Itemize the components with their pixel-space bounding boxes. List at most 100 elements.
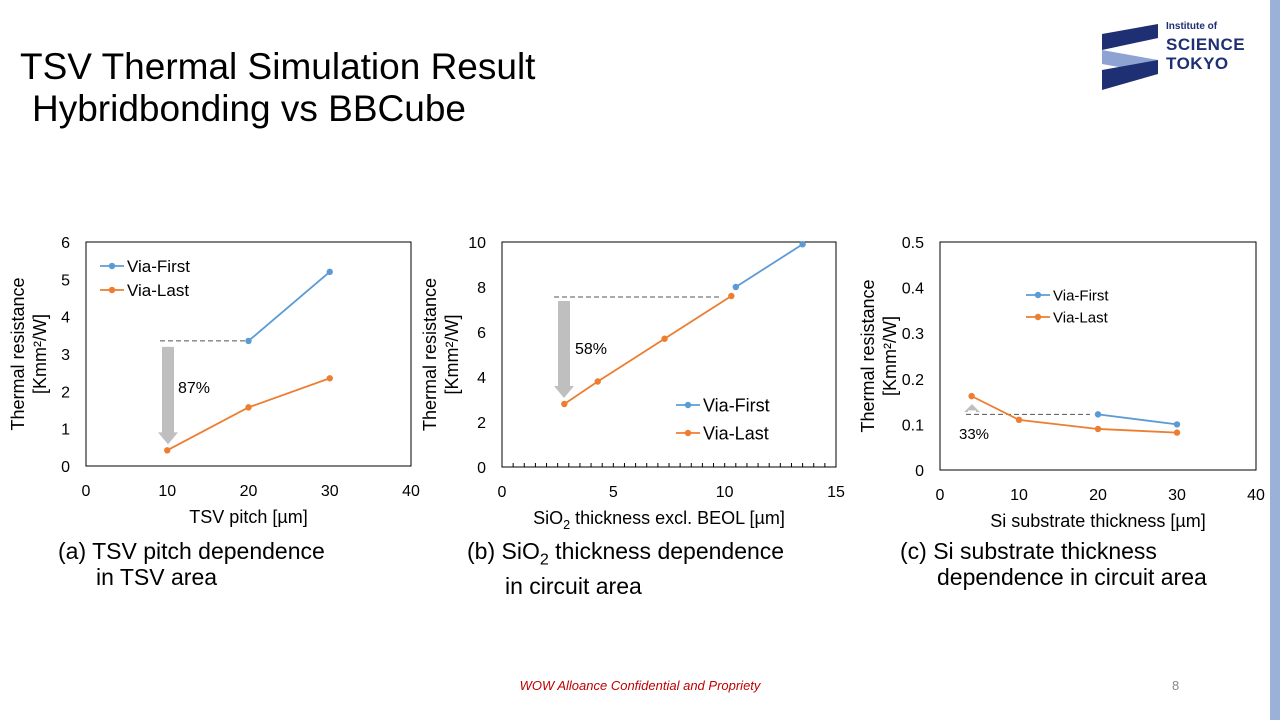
- series-line-via-last: [971, 395, 1178, 434]
- y-tick-label: 0.1: [902, 417, 924, 434]
- legend-label-via-first: Via-First: [703, 395, 770, 415]
- reduction-arrow-icon: [964, 404, 980, 413]
- x-axis-label: TSV pitch [µm]: [189, 507, 307, 527]
- reduction-arrow-icon: [554, 301, 574, 398]
- y-tick-label: 3: [61, 347, 70, 364]
- y-tick-label: 0.4: [902, 281, 924, 298]
- legend-marker-via-first: [684, 401, 692, 409]
- title-line-1: TSV Thermal Simulation Result: [20, 46, 536, 87]
- series-line-via-first: [1097, 413, 1178, 426]
- logo-line-2: SCIENCE: [1166, 35, 1246, 54]
- legend-marker-via-first: [1034, 291, 1042, 299]
- legend-label-via-last: Via-Last: [127, 281, 189, 300]
- caption-b: (b) SiO2 thickness dependence in circuit…: [467, 538, 785, 598]
- caption-c-line-2: dependence in circuit area: [937, 564, 1207, 590]
- series-line-via-first: [735, 243, 804, 288]
- data-point-via-first: [1094, 411, 1102, 418]
- x-tick-label: 30: [321, 483, 339, 500]
- caption-c: (c) Si substrate thickness dependence in…: [900, 538, 1207, 590]
- data-point-via-last: [326, 375, 333, 382]
- x-tick-label: 0: [498, 484, 507, 501]
- reduction-percentage-label: 87%: [178, 380, 210, 397]
- title-line-2: Hybridbonding vs BBCube: [32, 88, 466, 129]
- series-line-via-first: [247, 271, 331, 342]
- x-tick-label: 0: [82, 483, 91, 500]
- legend-label-via-last: Via-Last: [1053, 309, 1109, 326]
- data-point-via-last: [1015, 416, 1023, 424]
- y-axis-label-line-1: Thermal resistance: [420, 278, 440, 431]
- data-point-via-last: [594, 378, 601, 385]
- chart-a: 0 1 2 3 4 5 6 0 10 20 30 40 TSV pitch [µm] Thermal re…: [8, 235, 420, 527]
- logo-line-1: Institute of: [1166, 21, 1218, 32]
- y-tick-label: 4: [61, 310, 70, 327]
- caption-c-line-1: (c) Si substrate thickness: [900, 538, 1157, 564]
- x-tick-label: 0: [936, 487, 945, 504]
- legend-label-via-first: Via-First: [1053, 287, 1109, 304]
- logo-mark-icon: [1102, 24, 1158, 90]
- plot-frame: [939, 241, 1257, 471]
- y-tick-label: 0: [915, 463, 924, 480]
- y-tick-label: 0.5: [902, 235, 924, 252]
- y-tick-label: 2: [477, 415, 486, 432]
- confidentiality-footer: WOW Alloance Confidential and Propriety: [519, 678, 761, 693]
- data-point-via-first: [326, 268, 333, 276]
- data-point-via-last: [968, 392, 975, 400]
- plot-frame: [85, 241, 412, 467]
- x-tick-label: 10: [716, 484, 734, 501]
- data-point-via-last: [245, 404, 252, 411]
- logo-text: Institute of SCIENCE TOKYO: [1166, 21, 1246, 74]
- series-line-via-last: [563, 295, 732, 405]
- data-point-via-first: [732, 283, 739, 291]
- chart-b: 0 2 4 6 8 10 0 5 10 15 SiO2 thickness excl. BEOL […: [420, 235, 845, 532]
- x-tick-label: 40: [1247, 487, 1265, 504]
- page-number: 8: [1172, 678, 1180, 693]
- slide-title: TSV Thermal Simulation Result Hybridbond…: [20, 46, 535, 130]
- data-point-via-last: [728, 292, 735, 300]
- legend-label-via-first: Via-First: [127, 257, 190, 276]
- institute-logo: Institute of SCIENCE TOKYO: [1098, 20, 1258, 92]
- logo-line-3: TOKYO: [1166, 54, 1229, 73]
- caption-b-line-1: (b) SiO2 thickness dependence: [467, 538, 785, 569]
- caption-a-line-1: (a) TSV pitch dependence: [58, 538, 325, 564]
- data-point-via-last: [1173, 429, 1181, 436]
- x-tick-label: 10: [1010, 487, 1028, 504]
- legend-marker-via-last: [108, 286, 116, 294]
- reduction-arrow-icon: [158, 346, 178, 445]
- y-tick-label: 5: [61, 272, 70, 289]
- y-tick-label: 1: [61, 422, 70, 439]
- data-point-via-last: [164, 447, 171, 454]
- legend-marker-via-last: [684, 429, 692, 437]
- data-point-via-last: [661, 335, 668, 342]
- reduction-percentage-label: 33%: [959, 426, 989, 443]
- data-point-via-last: [1094, 425, 1102, 433]
- plot-frame: [501, 241, 837, 468]
- caption-a: (a) TSV pitch dependence in TSV area: [58, 538, 325, 590]
- y-axis-label-line-2: [Kmm²/W]: [442, 315, 462, 395]
- data-point-via-first: [245, 337, 252, 345]
- y-tick-label: 0.3: [902, 326, 924, 343]
- x-axis-label: Si substrate thickness [µm]: [990, 511, 1205, 531]
- y-tick-label: 6: [477, 325, 486, 342]
- x-tick-label: 20: [1089, 487, 1107, 504]
- reduction-percentage-label: 58%: [575, 341, 607, 358]
- y-tick-label: 2: [61, 384, 70, 401]
- y-tick-label: 10: [468, 235, 486, 252]
- y-axis-label-line-1: Thermal resistance: [8, 277, 28, 430]
- slide-edge-bar: [1270, 0, 1280, 720]
- x-tick-label: 40: [402, 483, 420, 500]
- data-point-via-last: [561, 400, 568, 408]
- y-axis-label-line-2: [Kmm²/W]: [880, 316, 900, 396]
- chart-c: 0 0.1 0.2 0.3 0.4 0.5 0 10 20 30 40 Si substrate th…: [858, 235, 1265, 531]
- y-axis-label-line-1: Thermal resistance: [858, 279, 878, 432]
- x-tick-label: 5: [609, 484, 618, 501]
- data-point-via-first: [799, 241, 806, 248]
- legend-marker-via-first: [108, 262, 116, 270]
- y-axis-label-line-2: [Kmm²/W]: [30, 314, 50, 394]
- legend-marker-via-last: [1034, 313, 1042, 321]
- y-tick-label: 8: [477, 280, 486, 297]
- data-point-via-first: [1173, 421, 1181, 428]
- caption-a-line-2: in TSV area: [96, 564, 218, 590]
- x-tick-label: 30: [1168, 487, 1186, 504]
- y-tick-label: 0: [477, 460, 486, 477]
